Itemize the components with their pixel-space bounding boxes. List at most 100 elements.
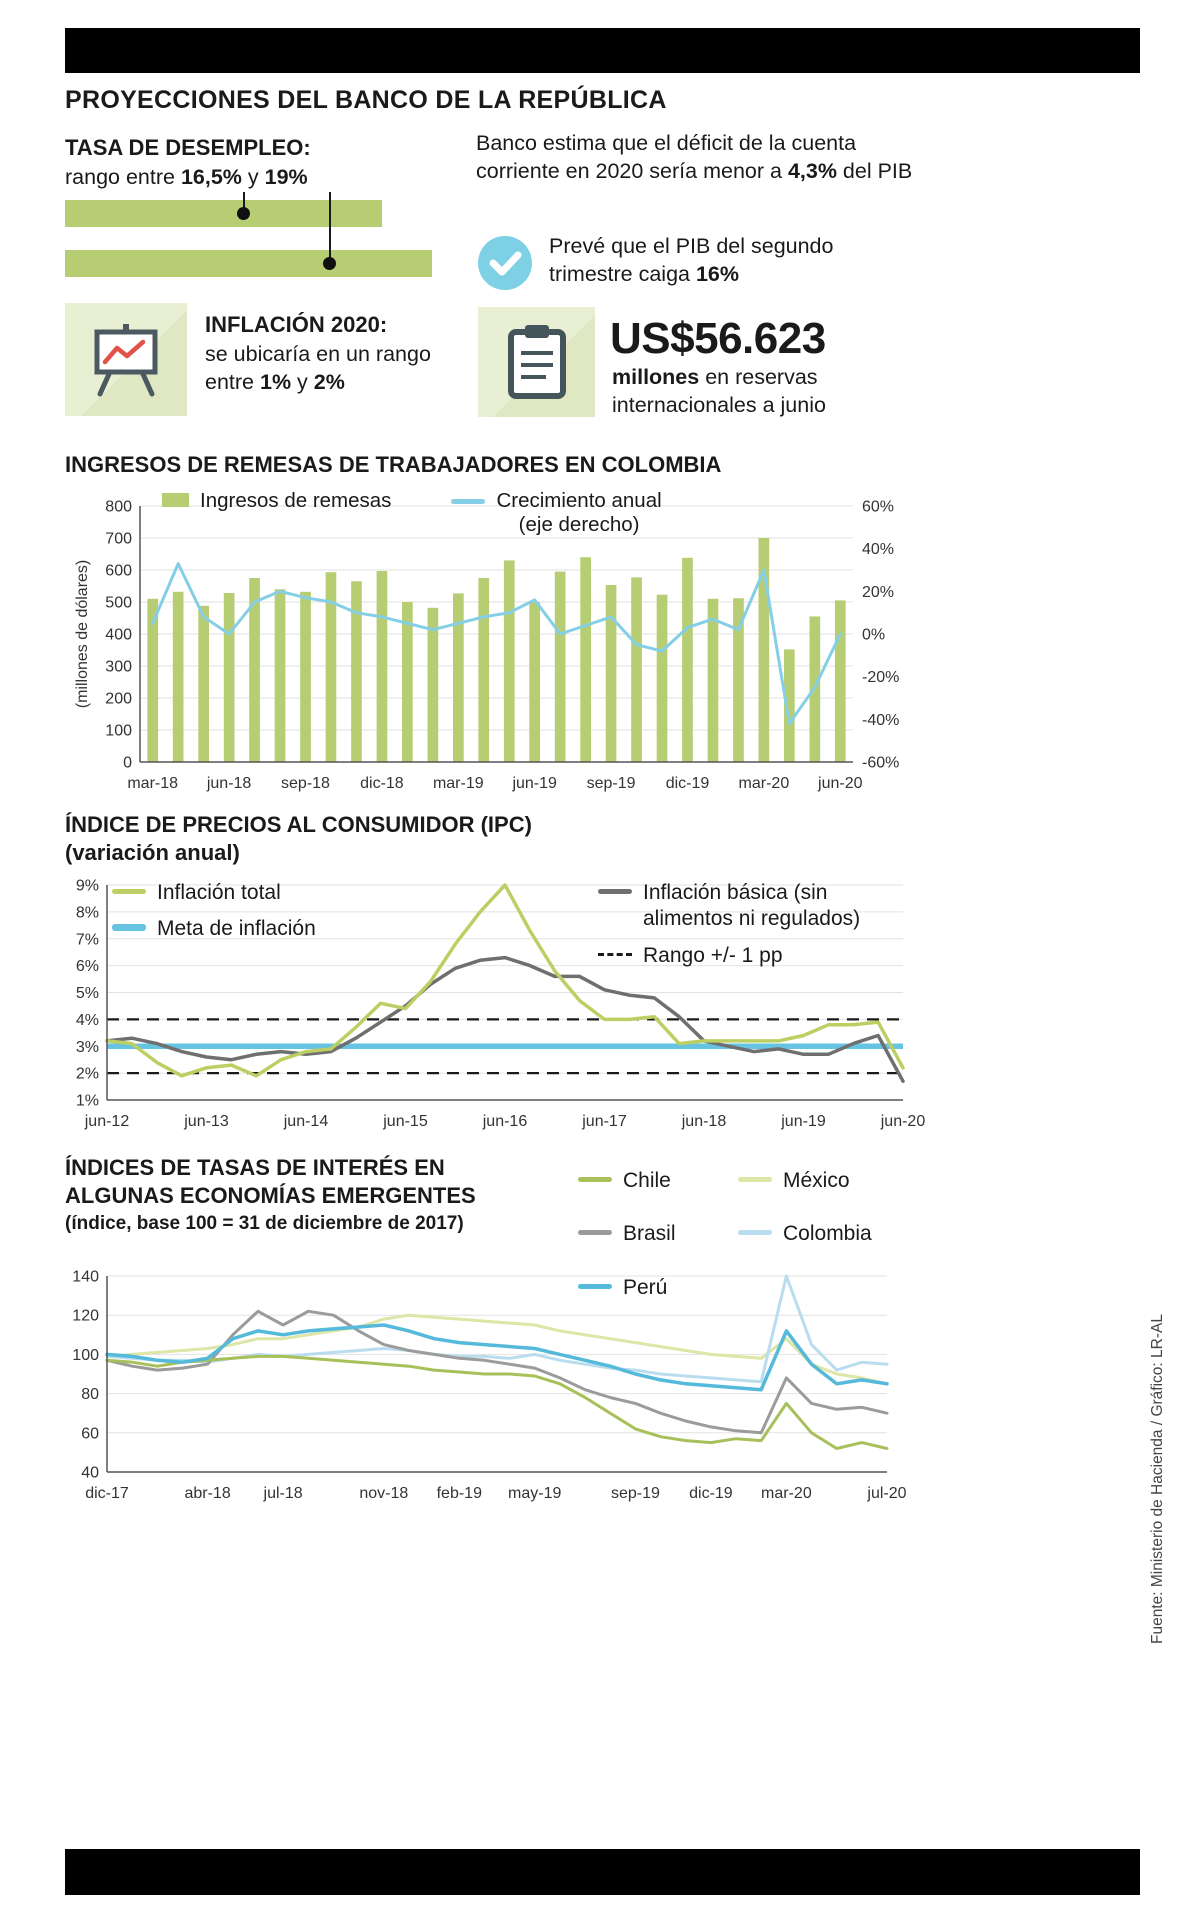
svg-text:dic-17: dic-17: [85, 1485, 129, 1502]
remesas-legend: Ingresos de remesas Crecimiento anual (e…: [162, 489, 662, 536]
svg-text:80: 80: [81, 1386, 99, 1403]
svg-text:800: 800: [105, 499, 132, 516]
svg-text:jun-14: jun-14: [283, 1113, 329, 1130]
svg-text:may-19: may-19: [508, 1485, 561, 1502]
peru-label: Perú: [623, 1275, 668, 1299]
svg-text:jun-19: jun-19: [780, 1113, 826, 1130]
svg-text:1%: 1%: [76, 1093, 99, 1110]
ipc-legend-left: Inflación total Meta de inflación: [112, 880, 316, 943]
svg-text:jun-12: jun-12: [84, 1113, 130, 1130]
deficit-value: 4,3%: [787, 158, 837, 183]
svg-text:jun-15: jun-15: [382, 1113, 428, 1130]
crecimiento-label-line2: (eje derecho): [518, 512, 640, 536]
svg-text:sep-19: sep-19: [587, 775, 636, 792]
legend-item-colombia: Colombia: [738, 1221, 953, 1247]
check-icon: [478, 236, 532, 290]
source-credit: Fuente: Ministerio de Hacienda / Gráfico…: [1149, 1314, 1166, 1644]
page-title: PROYECCIONES DEL BANCO DE LA REPÚBLICA: [65, 86, 667, 114]
ipc-legend-right: Inflación básica (sin alimentos ni regul…: [598, 880, 860, 969]
brasil-swatch: [578, 1230, 612, 1236]
inflacion-total-label: Inflación total: [157, 881, 281, 904]
rango-dash-swatch: [598, 952, 632, 956]
unemployment-low: 16,5%: [180, 165, 242, 189]
legend-item-remesas: Ingresos de remesas: [162, 489, 391, 536]
legend-item-meta: Meta de inflación: [112, 916, 316, 942]
legend-item-chile: Chile: [578, 1168, 738, 1194]
svg-text:mar-20: mar-20: [739, 775, 790, 792]
svg-text:jun-17: jun-17: [581, 1113, 627, 1130]
legend-item-mexico: México: [738, 1168, 953, 1194]
chile-swatch: [578, 1177, 612, 1182]
svg-text:sep-18: sep-18: [281, 775, 330, 792]
inflation-low: 1%: [259, 369, 292, 394]
svg-text:20%: 20%: [862, 584, 894, 601]
legend-item-brasil: Brasil: [578, 1221, 738, 1247]
unemployment-marker-line-1: [243, 192, 245, 214]
svg-text:40: 40: [81, 1465, 99, 1482]
mexico-swatch: [738, 1177, 772, 1182]
svg-text:jun-20: jun-20: [817, 775, 863, 792]
ipc-subtitle: (variación anual): [65, 840, 240, 865]
svg-text:0%: 0%: [862, 627, 885, 644]
svg-text:60%: 60%: [862, 499, 894, 516]
clipboard-icon: [506, 323, 568, 401]
svg-text:7%: 7%: [76, 931, 99, 948]
inflacion-basica-label-line1: Inflación básica (sin: [643, 881, 828, 904]
colombia-label: Colombia: [783, 1222, 872, 1246]
presentation-chart-icon: [87, 321, 165, 399]
ipc-title: ÍNDICE DE PRECIOS AL CONSUMIDOR (IPC): [65, 812, 532, 837]
svg-text:dic-19: dic-19: [689, 1485, 733, 1502]
reserves-amount: US$56.623: [610, 314, 826, 363]
svg-text:mar-18: mar-18: [127, 775, 178, 792]
rates-legend: Chile México Brasil Colombia Perú: [578, 1168, 953, 1301]
gdp-text: Prevé que el PIB del segundo trimestre c…: [549, 234, 834, 286]
svg-text:jul-18: jul-18: [263, 1485, 303, 1502]
inflation-card: [65, 303, 187, 416]
remesas-chart: (millones de dólares) 0 100 200 300 400 500 60…: [74, 499, 899, 793]
svg-text:200: 200: [105, 691, 132, 708]
unemployment-bar-1: [65, 200, 382, 227]
svg-text:nov-18: nov-18: [359, 1485, 408, 1502]
svg-text:-40%: -40%: [862, 712, 899, 729]
svg-text:100: 100: [105, 723, 132, 740]
svg-text:2%: 2%: [76, 1066, 99, 1083]
remesas-title: INGRESOS DE REMESAS DE TRABAJADORES EN C…: [65, 452, 722, 477]
meta-inflacion-label: Meta de inflación: [157, 917, 316, 941]
svg-text:-20%: -20%: [862, 669, 899, 686]
bottom-rule: [65, 1849, 1140, 1895]
svg-text:700: 700: [105, 531, 132, 548]
meta-inflacion-swatch: [112, 924, 146, 932]
legend-item-peru: Perú: [578, 1275, 738, 1301]
inflacion-basica-label-line2: alimentos ni regulados): [643, 907, 861, 931]
svg-text:sep-19: sep-19: [611, 1485, 660, 1502]
svg-text:6%: 6%: [76, 958, 99, 975]
svg-text:120: 120: [72, 1308, 99, 1325]
svg-text:mar-20: mar-20: [761, 1485, 812, 1502]
svg-text:140: 140: [72, 1269, 99, 1286]
svg-text:60: 60: [81, 1425, 99, 1442]
svg-text:-60%: -60%: [862, 755, 899, 772]
svg-text:8%: 8%: [76, 904, 99, 921]
reserves-text: millones en reservas internacionales a j…: [612, 365, 826, 417]
svg-text:dic-18: dic-18: [360, 775, 404, 792]
svg-text:jun-18: jun-18: [681, 1113, 727, 1130]
inflation-text: se ubicaría en un rango entre 1% y 2%: [205, 342, 431, 394]
svg-text:abr-18: abr-18: [184, 1485, 230, 1502]
gdp-value: 16%: [695, 261, 740, 286]
svg-text:3%: 3%: [76, 1039, 99, 1056]
svg-text:4%: 4%: [76, 1012, 99, 1029]
remesas-bar-swatch: [162, 493, 189, 507]
colombia-swatch: [738, 1230, 772, 1236]
deficit-text: Banco estima que el déficit de la cuenta…: [476, 131, 913, 183]
svg-text:40%: 40%: [862, 541, 894, 558]
svg-text:jun-18: jun-18: [206, 775, 252, 792]
legend-item-inflacion-total: Inflación total: [112, 880, 316, 906]
unemployment-marker-dot-2: [323, 257, 336, 270]
brasil-label: Brasil: [623, 1222, 676, 1246]
svg-text:5%: 5%: [76, 985, 99, 1002]
svg-text:9%: 9%: [76, 878, 99, 895]
inflacion-basica-swatch: [598, 889, 632, 894]
svg-text:jul-20: jul-20: [866, 1485, 906, 1502]
inflation-heading: INFLACIÓN 2020:: [205, 312, 388, 337]
